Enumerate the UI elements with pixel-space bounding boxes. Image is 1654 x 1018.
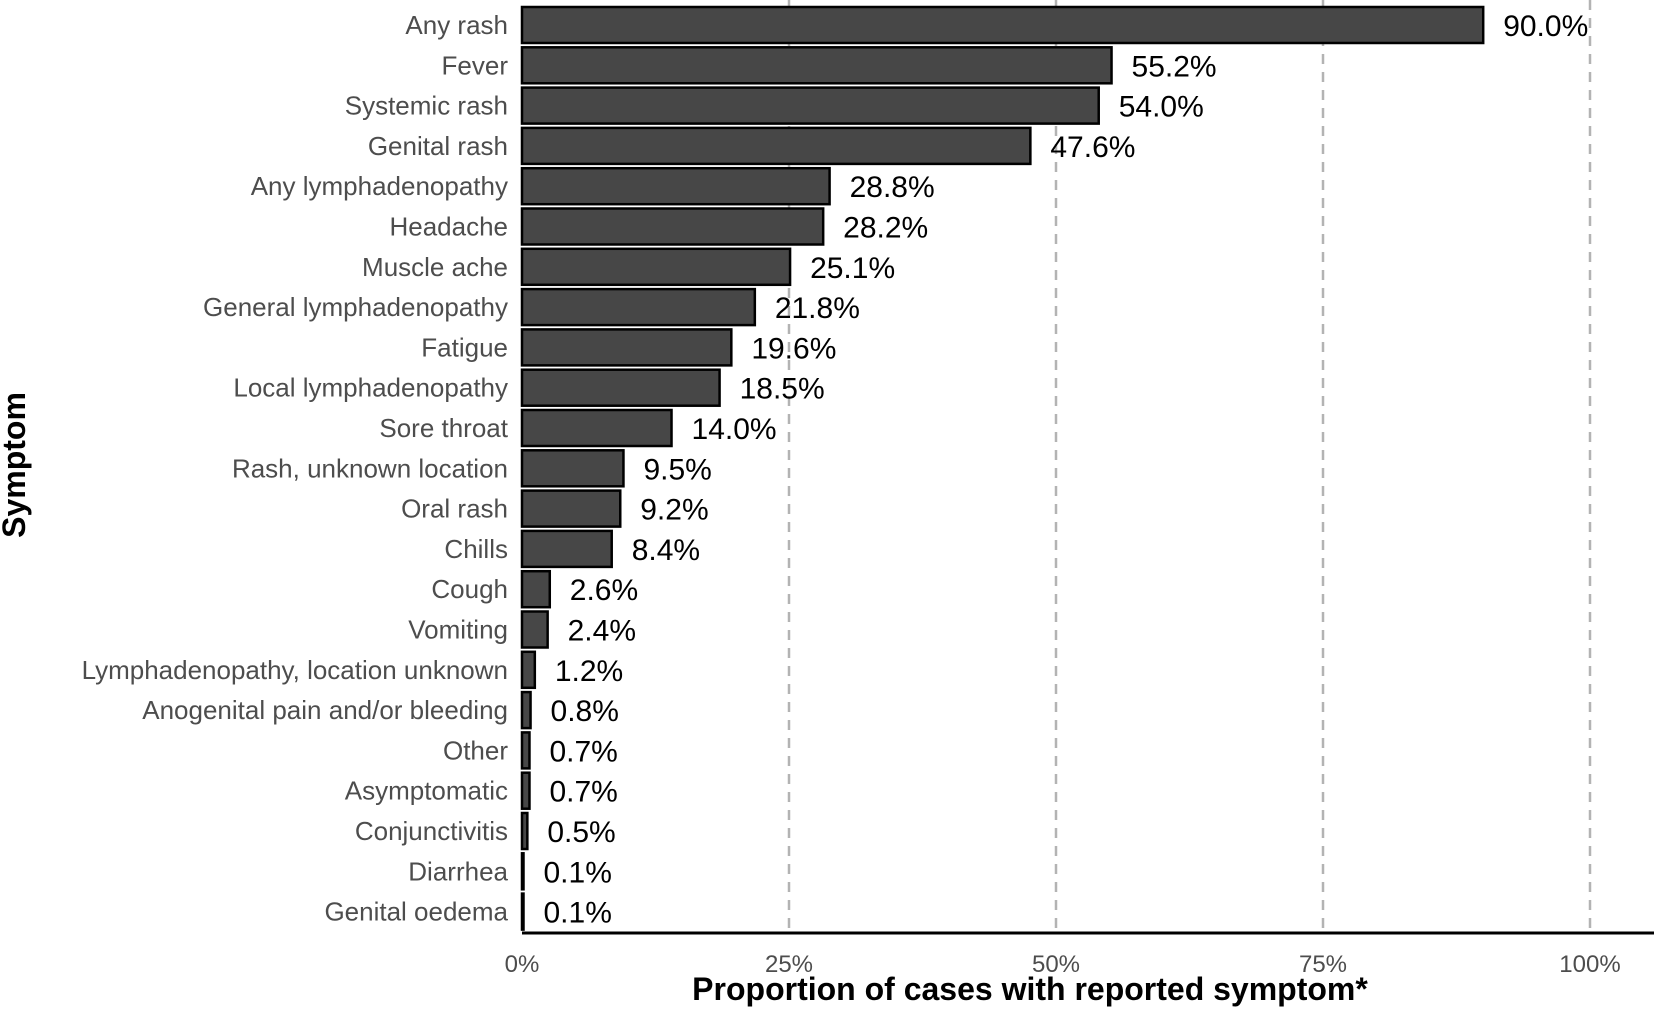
category-label-fatigue: Fatigue [421,332,508,362]
category-label-systemic-rash: Systemic rash [345,91,508,121]
x-axis-title: Proportion of cases with reported sympto… [692,971,1368,1007]
bar-fever [520,46,1113,85]
value-label-headache: 28.2% [843,212,928,245]
x-tick-label-50-pct: 50% [1032,951,1080,978]
category-label-anogenital-pain-and-or-bleeding: Anogenital pain and/or bleeding [142,695,508,725]
value-label-fever: 55.2% [1132,50,1217,83]
bar-genital-rash [520,126,1032,166]
bar-fatigue [520,328,733,367]
value-label-muscle-ache: 25.1% [810,252,895,285]
bar-headache [520,207,825,246]
bar-genital-oedema [520,892,525,931]
category-label-sore-throat: Sore throat [379,413,508,443]
value-label-lymphadenopathy-location-unknown: 1.2% [555,655,623,688]
category-label-muscle-ache: Muscle ache [362,252,508,282]
bar-general-lymphadenopathy [520,287,757,327]
category-label-lymphadenopathy-location-unknown: Lymphadenopathy, location unknown [82,655,508,685]
category-label-general-lymphadenopathy: General lymphadenopathy [203,292,508,322]
bar-systemic-rash [520,86,1100,125]
y-axis-title: Symptom [0,392,32,538]
category-label-conjunctivitis: Conjunctivitis [355,816,508,846]
bars [520,5,1485,931]
bar-rash-unknown-location [520,449,625,488]
bar-muscle-ache [520,247,792,287]
category-label-oral-rash: Oral rash [401,494,508,524]
bar-conjunctivitis [520,811,529,851]
category-label-cough: Cough [431,574,508,604]
category-label-diarrhea: Diarrhea [408,856,508,886]
category-label-local-lymphadenopathy: Local lymphadenopathy [233,373,508,403]
category-labels: Any rash Fever Systemic rash Genital rash An… [82,10,509,927]
value-label-oral-rash: 9.2% [640,494,708,527]
category-label-any-lymphadenopathy: Any lymphadenopathy [251,171,508,201]
value-label-any-rash: 90.0% [1503,10,1588,43]
value-label-local-lymphadenopathy: 18.5% [740,373,825,406]
bar-vomiting [520,610,549,649]
value-label-genital-rash: 47.6% [1050,131,1135,164]
value-label-chills: 8.4% [632,534,700,567]
value-label-vomiting: 2.4% [568,615,636,648]
value-label-genital-oedema: 0.1% [544,897,612,930]
category-label-vomiting: Vomiting [408,615,508,645]
value-label-fatigue: 19.6% [751,332,836,365]
bar-sore-throat [520,408,673,448]
bar-any-rash [520,5,1485,45]
category-label-fever: Fever [442,50,509,80]
value-labels: 90.0% 55.2% 54.0% 47.6% 28.8% 28.2% 25.1% 21.8%… [544,10,1589,930]
category-label-any-rash: Any rash [405,10,508,40]
value-label-other: 0.7% [549,735,617,768]
category-label-other: Other [443,735,508,765]
value-label-systemic-rash: 54.0% [1119,91,1204,124]
bar-asymptomatic [520,771,531,810]
category-label-asymptomatic: Asymptomatic [345,776,508,806]
value-label-conjunctivitis: 0.5% [547,816,615,849]
bar-any-lymphadenopathy [520,166,831,206]
category-label-headache: Headache [389,212,508,242]
bar-lymphadenopathy-location-unknown [520,650,537,690]
value-label-sore-throat: 14.0% [692,413,777,446]
value-label-cough: 2.6% [570,574,638,607]
bar-chills [520,529,613,569]
value-label-asymptomatic: 0.7% [549,776,617,809]
x-tick-label-0-pct: 0% [505,951,540,978]
value-label-diarrhea: 0.1% [544,856,612,889]
bar-cough [520,569,552,609]
bar-anogenital-pain-and-or-bleeding [520,690,532,730]
bar-other [520,731,531,770]
category-label-genital-rash: Genital rash [368,131,508,161]
x-tick-label-75-pct: 75% [1299,951,1347,978]
category-label-genital-oedema: Genital oedema [324,897,508,927]
x-tick-label-100-pct: 100% [1559,951,1620,978]
value-label-anogenital-pain-and-or-bleeding: 0.8% [551,695,619,728]
category-label-chills: Chills [444,534,508,564]
bar-diarrhea [520,852,525,891]
grid-lines [787,0,1592,933]
value-label-any-lymphadenopathy: 28.8% [850,171,935,204]
x-axis: 0% 25% 50% 75% 100% [505,931,1654,978]
x-tick-label-25-pct: 25% [765,951,813,978]
bar-oral-rash [520,489,622,528]
value-label-rash-unknown-location: 9.5% [643,453,711,486]
category-label-rash-unknown-location: Rash, unknown location [232,453,508,483]
bar-local-lymphadenopathy [520,368,721,407]
value-label-general-lymphadenopathy: 21.8% [775,292,860,325]
